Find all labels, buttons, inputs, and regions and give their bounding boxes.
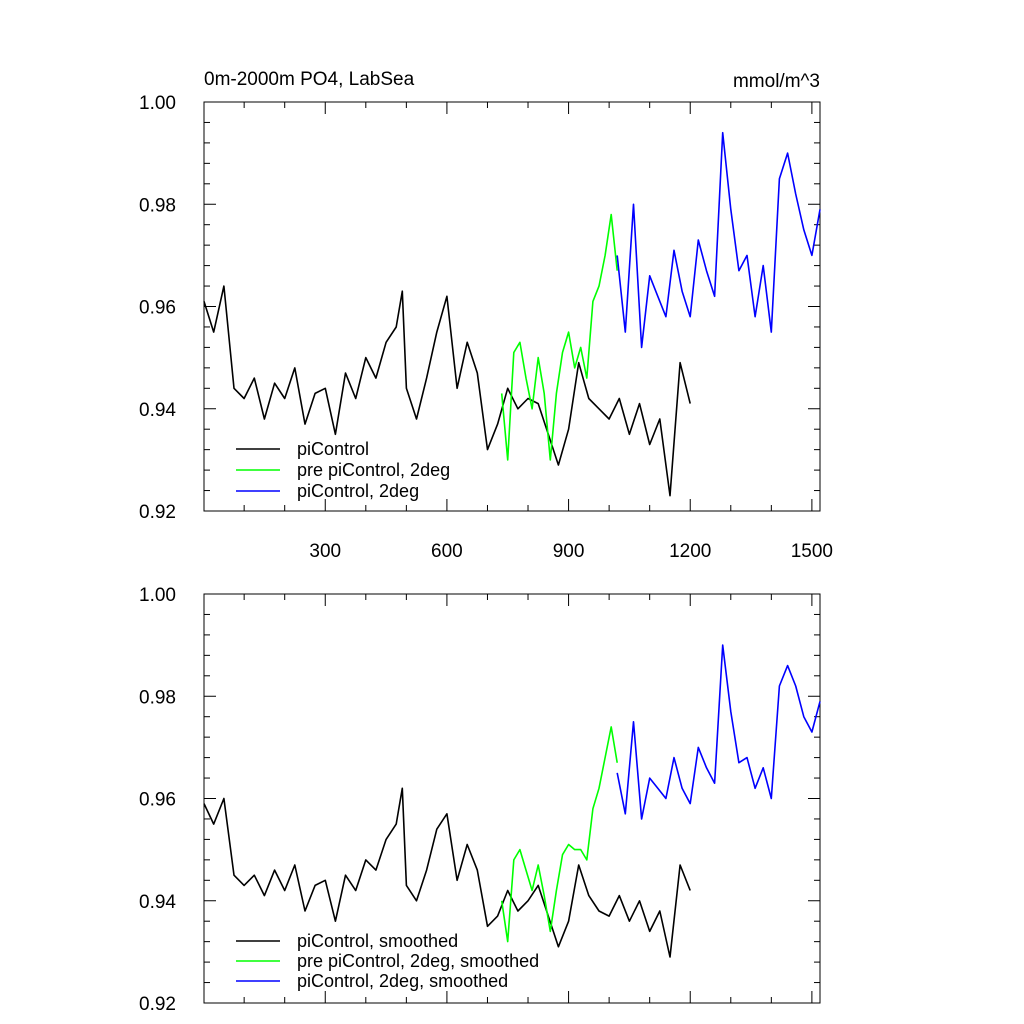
- y-tick-label: 1.00: [139, 585, 176, 606]
- y-tick-label: 0.98: [139, 195, 176, 216]
- series-line-2: [500, 726, 618, 943]
- legend-label: piControl: [297, 439, 369, 459]
- series-line-2: [500, 213, 618, 461]
- x-tick-label: 900: [553, 541, 585, 562]
- x-tick-label: 600: [431, 541, 463, 562]
- legend-label: pre piControl, 2deg: [297, 460, 450, 480]
- y-tick-label: 0.96: [139, 298, 176, 319]
- legend-label: piControl, 2deg, smoothed: [297, 971, 508, 991]
- legend-label: piControl, 2deg: [297, 481, 419, 501]
- top-panel-series: [203, 131, 821, 497]
- series-line-3: [616, 644, 821, 820]
- series-line-1: [203, 285, 691, 497]
- y-tick-label: 0.92: [139, 994, 176, 1015]
- units-label: mmol/m^3: [733, 71, 820, 92]
- y-tick-label: 0.92: [139, 502, 176, 523]
- legend-label: pre piControl, 2deg, smoothed: [297, 951, 539, 971]
- bottom-panel-series: [203, 644, 821, 958]
- x-tick-label: 1500: [791, 541, 833, 562]
- y-tick-label: 0.96: [139, 790, 176, 811]
- bottom-panel-axes: 1.00 0.98 0.96 0.94 0.92: [139, 585, 821, 1015]
- y-tick-label: 0.98: [139, 687, 176, 708]
- series-line-3: [616, 131, 821, 349]
- chart-title: 0m-2000m PO4, LabSea: [204, 69, 415, 90]
- y-tick-label: 0.94: [139, 400, 176, 421]
- top-panel: 0m-2000m PO4, LabSea mmol/m^3 1.00 0.98 0.…: [139, 69, 833, 562]
- legend-label: piControl, smoothed: [297, 931, 458, 951]
- series-line-1: [203, 787, 691, 958]
- x-tick-label: 300: [309, 541, 341, 562]
- y-tick-label: 1.00: [139, 93, 176, 114]
- y-tick-label: 0.94: [139, 892, 176, 913]
- bottom-panel: 1.00 0.98 0.96 0.94 0.92 piControl, smoothed…: [139, 585, 821, 1015]
- top-panel-axes: 1.00 0.98 0.96 0.94 0.92 300 600 900 1200 1500: [139, 93, 833, 562]
- x-tick-label: 1200: [669, 541, 711, 562]
